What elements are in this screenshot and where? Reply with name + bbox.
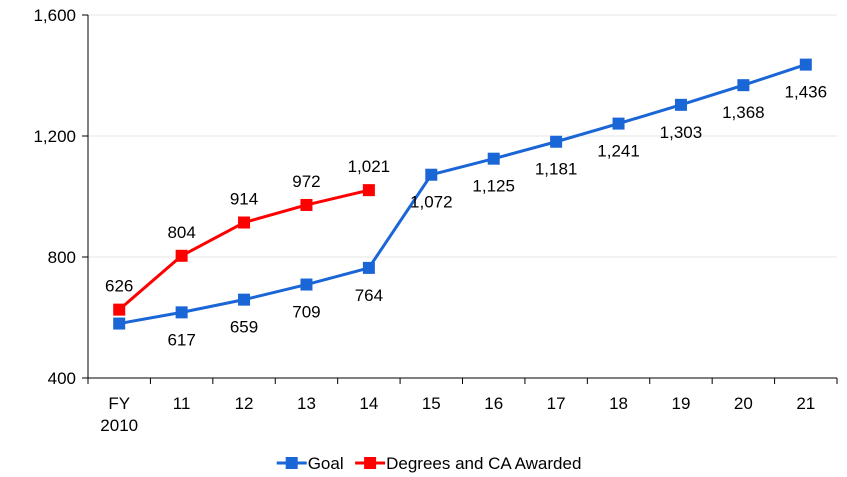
x-tick-label: 18 — [609, 394, 628, 413]
data-point-marker — [113, 303, 126, 316]
x-tick-label: 20 — [734, 394, 753, 413]
y-tick-label: 800 — [48, 248, 76, 267]
data-point-marker — [362, 184, 375, 197]
data-label: 659 — [230, 318, 258, 337]
legend: Goal Degrees and CA Awarded — [276, 454, 581, 473]
data-label: 1,072 — [410, 193, 453, 212]
data-point-marker — [175, 249, 188, 262]
data-point-marker — [113, 317, 126, 330]
x-tick-label: 14 — [359, 394, 378, 413]
data-point-marker — [737, 79, 750, 92]
y-tick-label: 1,200 — [33, 127, 76, 146]
data-point-marker — [487, 152, 500, 165]
data-point-marker — [175, 306, 188, 319]
series-group — [113, 58, 812, 330]
data-point-marker — [238, 293, 251, 306]
data-label: 626 — [105, 277, 133, 296]
data-point-marker — [550, 135, 563, 148]
data-label: 1,436 — [785, 83, 828, 102]
data-point-marker — [362, 261, 375, 274]
x-tick-label: 16 — [484, 394, 503, 413]
x-tick-label: 11 — [173, 394, 191, 413]
legend-label: Degrees and CA Awarded — [386, 454, 581, 473]
data-point-marker — [425, 168, 438, 181]
data-point-marker — [238, 216, 251, 229]
data-label: 1,303 — [660, 123, 703, 142]
data-point-marker — [300, 278, 313, 291]
data-label: 709 — [292, 303, 320, 322]
legend-swatch-marker — [285, 457, 298, 469]
data-label: 804 — [167, 223, 195, 242]
data-point-marker — [612, 117, 625, 130]
x-tick-label: 15 — [422, 394, 441, 413]
data-label: 914 — [230, 190, 258, 209]
data-label: 1,368 — [722, 103, 765, 122]
data-point-marker — [300, 198, 313, 211]
legend-label: Goal — [308, 454, 344, 473]
x-tick-label: 13 — [297, 394, 316, 413]
data-label: 1,181 — [535, 160, 578, 179]
data-label: 1,241 — [597, 142, 640, 161]
data-label: 764 — [355, 286, 383, 305]
x-tick-label: FY 2010 — [100, 394, 138, 435]
data-label: 1,021 — [348, 157, 391, 176]
legend-swatch-marker — [364, 457, 377, 469]
series-line-goal — [118, 63, 807, 326]
data-point-marker — [674, 98, 687, 111]
data-point-marker — [799, 58, 812, 71]
x-tick-label: 19 — [671, 394, 690, 413]
gridlines — [88, 14, 837, 258]
data-labels: 617 659 709 764 1,072 1,125 1,181 1,241 1,303 1,3… — [105, 83, 827, 350]
x-tick-label: 21 — [796, 394, 815, 413]
x-tick-label: 17 — [547, 394, 566, 413]
axes: 400 800 1,200 1,600 FY 2010 11 12 13 14 15 16 17 18 19… — [33, 6, 838, 435]
x-tick-label: 12 — [235, 394, 254, 413]
y-tick-label: 1,600 — [33, 6, 76, 25]
data-label: 617 — [167, 330, 195, 349]
data-label: 1,125 — [472, 177, 515, 196]
y-tick-label: 400 — [48, 369, 76, 388]
data-label: 972 — [292, 172, 320, 191]
